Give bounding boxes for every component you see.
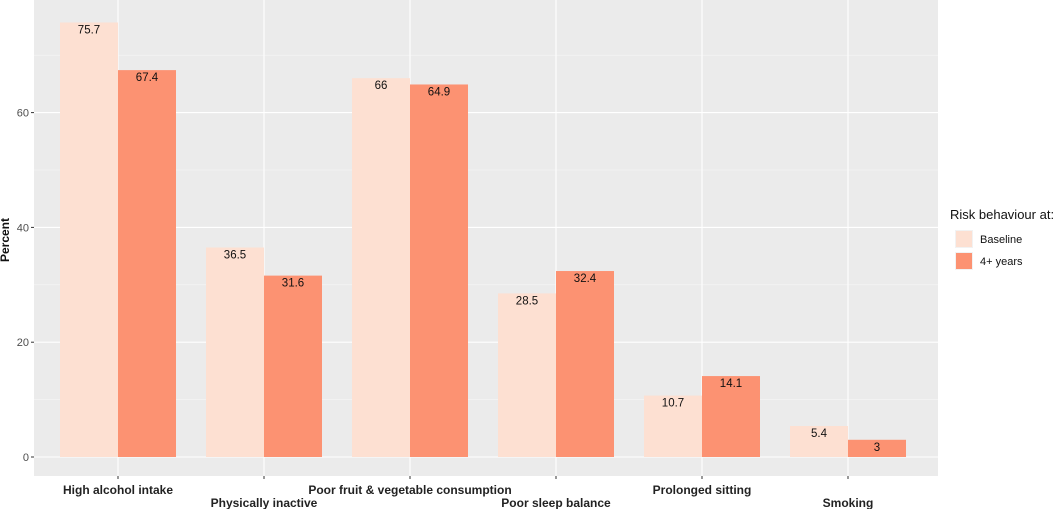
bar-followup-4 [556,271,614,457]
bar-followup-1 [118,70,176,458]
y-axis: 0 20 40 60 [17,108,34,464]
legend-swatch-followup [956,253,972,269]
data-label: 14.1 [720,378,742,390]
plot-panel [34,0,938,476]
bar-baseline-2 [206,247,264,457]
data-label: 66 [375,80,388,92]
data-label: 32.4 [574,273,597,285]
data-label: 36.5 [224,249,246,261]
bar-followup-6 [848,439,906,457]
data-label: 67.4 [136,72,159,84]
bar-followup-3 [410,84,468,457]
y-tick-label: 40 [17,222,29,234]
y-tick-label: 60 [17,108,29,120]
legend-label-followup: 4+ years [980,256,1023,268]
y-tick-label: 0 [23,452,29,464]
bar-baseline-1 [60,22,118,458]
data-label: 75.7 [78,24,100,36]
bar-followup-5 [702,376,760,457]
data-label: 3 [874,442,880,454]
data-label: 10.7 [662,398,684,410]
legend: Risk behaviour at: Baseline 4+ years [950,207,1053,270]
bar-baseline-5 [644,395,702,457]
y-axis-title: Percent [0,218,12,262]
x-tick-label: High alcohol intake [63,483,173,497]
data-label: 64.9 [428,86,450,98]
bar-baseline-4 [498,293,556,457]
legend-swatch-baseline [956,231,972,247]
bar-baseline-3 [352,78,410,457]
x-tick-label: Poor sleep balance [501,496,611,509]
legend-title: Risk behaviour at: [950,207,1053,222]
bars [60,22,906,458]
bar-followup-2 [264,275,322,457]
x-tick-label: Poor fruit & vegetable consumption [308,483,511,497]
x-tick-label: Physically inactive [211,496,318,509]
data-label: 5.4 [811,428,828,440]
data-labels: 75.7 36.5 66 28.5 10.7 5.4 67.4 31.6 64.9 32.4 14.… [78,24,880,453]
data-label: 31.6 [282,278,304,290]
y-tick-label: 20 [17,337,29,349]
x-tick-label: Prolonged sitting [653,483,752,497]
legend-label-baseline: Baseline [980,234,1022,246]
x-tick-label: Smoking [823,496,874,509]
data-label: 28.5 [516,295,538,307]
bar-baseline-6 [790,426,848,457]
